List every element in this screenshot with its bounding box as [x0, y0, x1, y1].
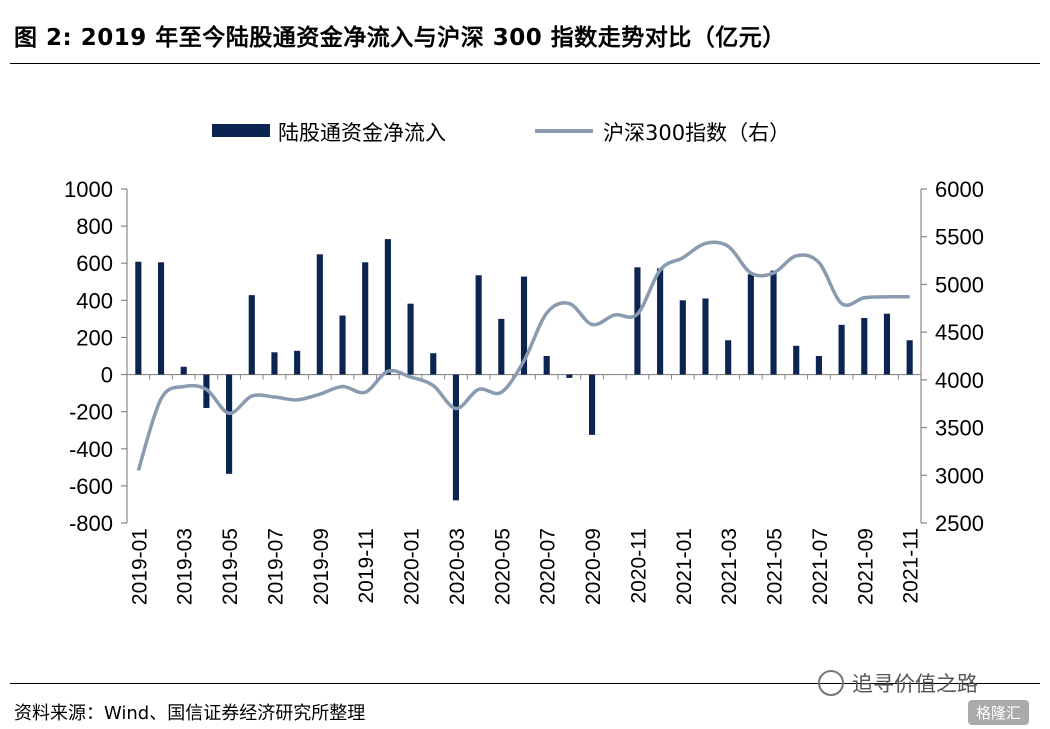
x-tick-label: 2020-05: [491, 528, 514, 605]
y-right-tick-label: 6000: [935, 177, 984, 202]
bar-2021-10: [883, 313, 891, 375]
source-note: 资料来源：Wind、国信证券经济研究所整理: [14, 703, 366, 724]
bar-2020-03: [452, 374, 460, 501]
x-tick-label: 2021-11: [900, 528, 923, 604]
bar-2021-08: [838, 324, 845, 375]
bar-2021-07: [815, 356, 822, 375]
bar-series: [135, 239, 913, 501]
bar-2021-05: [770, 270, 777, 375]
chart-legend: 陆股通资金净流入 沪深300指数（右）: [212, 121, 790, 145]
bar-2021-01: [679, 300, 686, 375]
bar-2021-02: [702, 298, 709, 375]
x-tick-label: 2021-03: [718, 528, 741, 605]
x-tick-label: 2020-03: [446, 528, 469, 605]
y-left-tick-label: -600: [69, 474, 113, 499]
bar-2019-01: [135, 261, 142, 375]
bar-2019-09: [316, 254, 323, 375]
bar-2021-11: [906, 340, 913, 375]
x-tick-label: 2020-09: [582, 528, 605, 605]
x-tick-label: 2021-05: [764, 528, 787, 605]
y-right-tick-label: 4500: [935, 320, 984, 345]
bar-2020-11: [634, 267, 641, 375]
tick-labels: 1000 800 600 400 200 0 -200 -400 -600 -800 6000 550…: [64, 177, 984, 605]
bar-2019-03: [180, 366, 187, 375]
x-tick-label: 2019-11: [355, 528, 378, 604]
bar-2020-01: [407, 303, 414, 375]
bar-2021-03: [725, 340, 732, 375]
wechat-icon: [818, 670, 844, 696]
x-tick-label: 2019-05: [219, 528, 242, 605]
bar-2019-08: [294, 350, 301, 375]
y-left-tick-label: 600: [76, 251, 113, 276]
legend-line-label: 沪深300指数（右）: [603, 121, 790, 145]
y-left-tick-label: 400: [76, 288, 113, 313]
bar-2020-07: [543, 356, 550, 375]
legend-bar-label: 陆股通资金净流入: [278, 121, 446, 145]
bottom-rule: [10, 683, 1040, 684]
bar-2019-05: [226, 374, 233, 474]
bar-2019-02: [157, 262, 165, 375]
y-right-tick-label: 5500: [935, 225, 984, 250]
x-tick-label: 2020-07: [537, 528, 560, 605]
x-tick-label: 2019-03: [174, 528, 197, 605]
bar-2020-05: [498, 318, 505, 375]
bar-2021-06: [793, 345, 800, 375]
y-right-tick-label: 4000: [935, 368, 984, 393]
bar-2019-12: [384, 239, 391, 375]
x-tick-label: 2021-07: [809, 528, 832, 605]
watermark-text: 追寻价值之路: [852, 672, 978, 696]
y-left-tick-label: 0: [101, 363, 113, 388]
bar-2020-06: [520, 276, 528, 375]
y-right-tick-label: 3500: [935, 416, 984, 441]
bar-2021-04: [747, 274, 754, 375]
bar-2021-09: [861, 317, 868, 375]
top-rule: [10, 63, 1040, 64]
y-left-tick-label: -200: [69, 400, 113, 425]
chart-canvas: 陆股通资金净流入 沪深300指数（右） 1000 800 600 400 200 0 -20…: [64, 121, 984, 605]
y-left-tick-label: 1000: [64, 177, 113, 202]
bar-2020-12: [657, 268, 664, 375]
bar-2020-09: [588, 374, 596, 435]
y-right-tick-label: 3000: [935, 463, 984, 488]
y-left-tick-label: -400: [69, 437, 113, 462]
watermark: 追寻价值之路: [818, 668, 978, 698]
y-left-tick-label: 800: [76, 214, 113, 239]
x-tick-label: 2019-09: [310, 528, 333, 605]
x-tick-label: 2020-11: [627, 528, 650, 604]
x-tick-label: 2021-09: [854, 528, 877, 605]
bar-2020-04: [475, 275, 482, 375]
legend-bar-swatch: [212, 124, 270, 137]
bar-2019-07: [271, 352, 278, 375]
figure-title: 图 2: 2019 年至今陆股通资金净流入与沪深 300 指数走势对比（亿元）: [14, 25, 786, 51]
bar-2019-10: [339, 315, 346, 375]
y-right-tick-label: 5000: [935, 272, 984, 297]
y-left-tick-label: -800: [69, 511, 113, 536]
bar-2020-08: [566, 374, 573, 378]
index-line: [136, 240, 910, 472]
x-tick-label: 2021-01: [673, 528, 696, 605]
x-tick-label: 2019-07: [264, 528, 287, 605]
line-series: [136, 240, 910, 472]
bar-2020-02: [430, 353, 437, 375]
source-badge: 格隆汇: [968, 700, 1030, 725]
bar-2019-06: [248, 295, 255, 375]
x-tick-label: 2019-01: [128, 528, 151, 605]
y-right-tick-label: 2500: [935, 511, 984, 536]
x-tick-label: 2020-01: [401, 528, 424, 605]
y-left-tick-label: 200: [76, 325, 113, 350]
bar-2019-11: [362, 262, 369, 375]
